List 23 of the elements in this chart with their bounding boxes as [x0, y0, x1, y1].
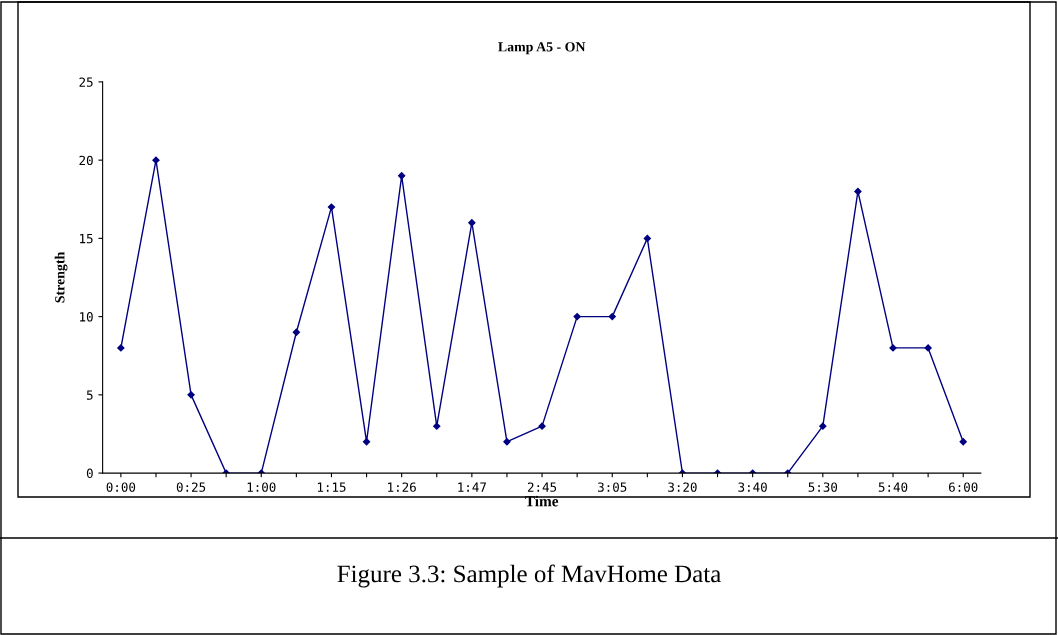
- x-tick-label: 1:15: [317, 482, 346, 492]
- x-tick-label: 1:00: [247, 482, 276, 492]
- x-tick-label: 3:20: [668, 482, 697, 492]
- y-tick-label: 25: [79, 77, 93, 87]
- y-tick-label: 20: [79, 155, 93, 166]
- x-axis-title: Time: [525, 495, 559, 507]
- x-tick-label: 6:00: [948, 482, 978, 492]
- x-tick-label: 1:26: [388, 482, 416, 492]
- x-tick-label: 3:40: [738, 482, 767, 492]
- x-tick-label: 2:45: [527, 482, 557, 492]
- y-tick-label: 5: [86, 390, 93, 400]
- y-tick-label: 15: [80, 234, 93, 244]
- x-tick-label: 0:00: [106, 482, 136, 492]
- x-tick-label: 1:47: [458, 482, 486, 492]
- x-tick-label: 0:25: [176, 482, 206, 492]
- y-axis-title: Strength: [54, 251, 68, 303]
- chart-title: Lamp A5 - ON: [498, 42, 586, 55]
- y-tick-label: 10: [80, 312, 93, 322]
- x-tick-label: 3:05: [598, 482, 627, 492]
- y-tick-label: 0: [86, 468, 93, 479]
- caption: Figure 3.3: Sample of MavHome Data: [337, 564, 721, 588]
- x-tick-label: 5:40: [878, 482, 908, 492]
- x-tick-label: 5:30: [808, 482, 838, 492]
